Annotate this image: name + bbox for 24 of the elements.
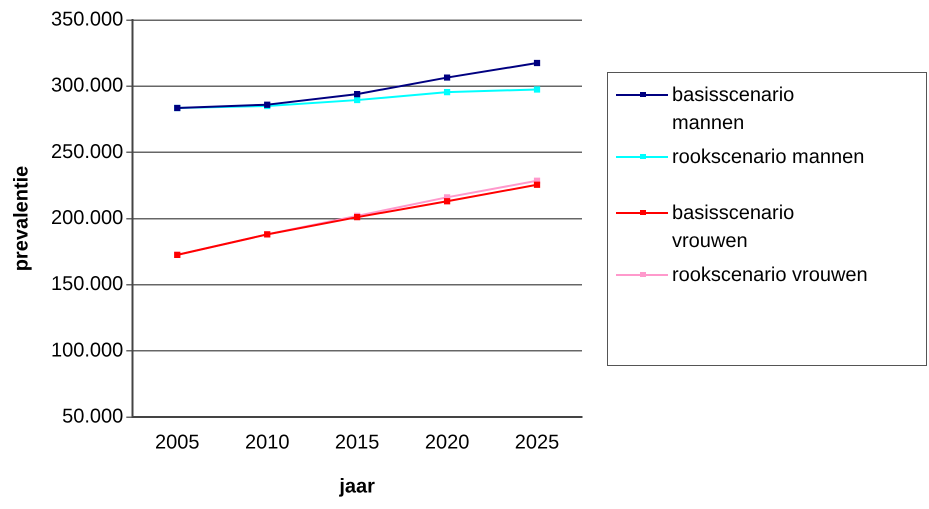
y-tick-label: 50.000 (62, 406, 124, 428)
x-tick-label: 2020 (424, 432, 470, 454)
x-tick-label: 2010 (244, 432, 290, 454)
x-tick-label: 2025 (514, 432, 560, 454)
point (534, 60, 540, 66)
point (534, 182, 540, 188)
y-tick-label: 100.000 (51, 339, 124, 362)
point (354, 96, 360, 104)
y-tick-label: 300.000 (51, 74, 124, 97)
x-axis-title: jaar (338, 476, 376, 498)
y-axis-title: prevalentie (10, 166, 33, 272)
point (444, 198, 450, 204)
y-tick-label: 350.000 (51, 8, 124, 31)
point (534, 86, 540, 93)
x-tick-label: 2005 (155, 432, 200, 454)
y-tick-label: 150.000 (51, 273, 124, 296)
legend-label: rookscenario mannen (672, 145, 866, 170)
y-tick-label: 250.000 (51, 140, 124, 163)
legend-label: rookscenario vrouwen (672, 263, 869, 288)
point (444, 89, 450, 96)
point (354, 90, 360, 98)
point (444, 74, 450, 81)
x-tick-label: 2015 (334, 432, 380, 454)
y-tick-label: 200.000 (51, 207, 124, 230)
